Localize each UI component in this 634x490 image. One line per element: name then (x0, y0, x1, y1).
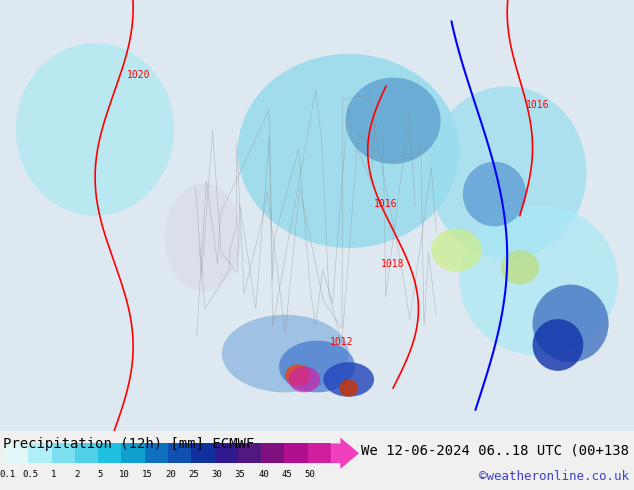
Ellipse shape (431, 228, 482, 271)
Bar (307, 443, 331, 463)
Text: Precipitation (12h) [mm] ECMWF: Precipitation (12h) [mm] ECMWF (3, 437, 254, 451)
Text: 1012: 1012 (330, 337, 353, 347)
Bar (285, 443, 307, 463)
Ellipse shape (346, 77, 441, 164)
Bar (238, 443, 261, 463)
Ellipse shape (165, 183, 241, 291)
Text: We 12-06-2024 06..18 UTC (00+138: We 12-06-2024 06..18 UTC (00+138 (361, 443, 629, 458)
Text: 15: 15 (141, 470, 152, 479)
Text: 1016: 1016 (526, 100, 550, 110)
Bar (145, 443, 168, 463)
Text: 35: 35 (235, 470, 245, 479)
Text: 50: 50 (305, 470, 316, 479)
Text: 1: 1 (51, 470, 56, 479)
Ellipse shape (460, 205, 618, 356)
Text: ©weatheronline.co.uk: ©weatheronline.co.uk (479, 470, 629, 484)
Bar (168, 443, 191, 463)
Ellipse shape (501, 250, 539, 285)
Text: 0.1: 0.1 (0, 470, 15, 479)
Bar (75, 443, 98, 463)
Bar (29, 443, 51, 463)
Bar (51, 443, 75, 463)
FancyArrow shape (331, 438, 359, 469)
Text: 1018: 1018 (380, 259, 404, 270)
Ellipse shape (222, 315, 349, 392)
Text: 2: 2 (75, 470, 80, 479)
Bar (98, 443, 122, 463)
Ellipse shape (288, 367, 320, 392)
Text: 10: 10 (119, 470, 129, 479)
Ellipse shape (463, 162, 526, 226)
Text: 5: 5 (98, 470, 103, 479)
Bar (214, 443, 238, 463)
Text: 0.5: 0.5 (23, 470, 39, 479)
Ellipse shape (339, 379, 358, 397)
Ellipse shape (323, 362, 374, 397)
Ellipse shape (285, 365, 311, 386)
Text: 1020: 1020 (127, 70, 150, 79)
Bar (191, 443, 214, 463)
Ellipse shape (428, 86, 586, 259)
Ellipse shape (533, 319, 583, 371)
Bar (122, 443, 145, 463)
Text: 30: 30 (212, 470, 223, 479)
Text: 20: 20 (165, 470, 176, 479)
Text: 25: 25 (188, 470, 199, 479)
Bar (261, 443, 285, 463)
Text: 45: 45 (281, 470, 292, 479)
Ellipse shape (279, 341, 355, 392)
Ellipse shape (238, 54, 460, 248)
Text: 40: 40 (258, 470, 269, 479)
Ellipse shape (16, 43, 174, 216)
Bar (5, 443, 29, 463)
Text: 1016: 1016 (374, 199, 398, 209)
Ellipse shape (533, 285, 609, 362)
